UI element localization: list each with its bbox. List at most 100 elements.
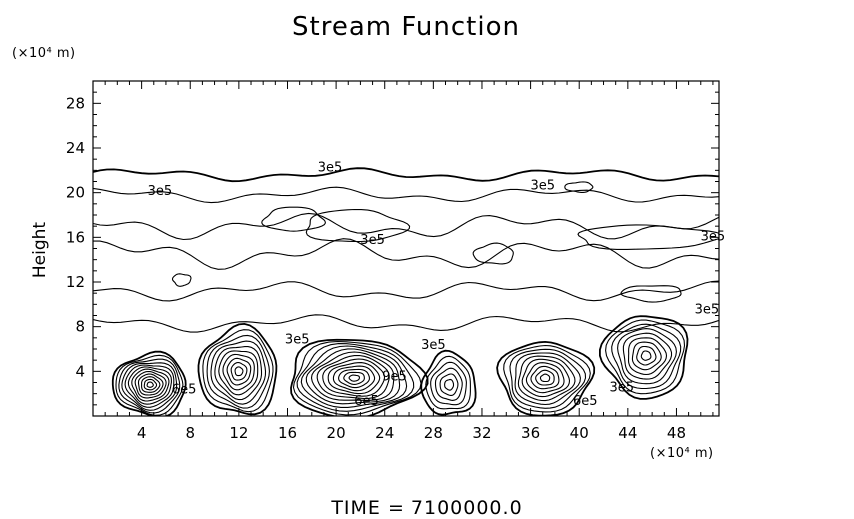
- y-axis-units: (×10⁴ m): [12, 46, 76, 61]
- contour-ring: [206, 334, 270, 409]
- x-tick-label: 24: [375, 424, 394, 442]
- x-axis-units: (×10⁴ m): [650, 446, 714, 461]
- contour-ring: [430, 361, 467, 406]
- contour-ring: [444, 378, 455, 391]
- contour-ring: [214, 346, 263, 401]
- contour-ring: [599, 315, 689, 400]
- contour-ring: [202, 329, 274, 413]
- contour-ring: [525, 362, 565, 394]
- contour-line: [93, 280, 719, 302]
- x-tick-label: 36: [521, 424, 540, 442]
- contour-label: 3e5: [360, 233, 385, 248]
- contour-ring: [343, 371, 365, 385]
- y-tick-label: 20: [66, 184, 85, 202]
- contour-ring: [141, 376, 161, 393]
- contour-ring: [509, 348, 587, 409]
- contour-ring: [539, 373, 551, 383]
- contour-label: 6e5: [573, 394, 598, 409]
- contour-ring: [124, 364, 175, 408]
- contour-line: [93, 314, 719, 333]
- contour-ring: [234, 366, 244, 377]
- contour-ring: [577, 224, 719, 250]
- contour-ring: [322, 358, 386, 397]
- contour-ring: [620, 285, 682, 303]
- contour-label: 6e5: [354, 394, 379, 409]
- y-tick-label: 28: [66, 94, 85, 112]
- contour-line: [93, 186, 719, 204]
- contour-label: 6e5: [172, 383, 197, 398]
- y-tick-label: 4: [75, 362, 85, 380]
- contour-ring: [530, 365, 560, 390]
- contour-ring: [118, 358, 181, 414]
- contour-ring: [327, 362, 381, 395]
- contour-ring: [310, 351, 395, 401]
- contour-ring: [131, 368, 170, 402]
- chart-title: Stream Function: [292, 12, 520, 42]
- contour-ring: [420, 349, 477, 416]
- contour-ring: [496, 340, 596, 416]
- contour-ring: [146, 381, 154, 388]
- contour-ring: [296, 343, 415, 412]
- contour-label: 3e5: [609, 380, 634, 395]
- x-tick-label: 8: [185, 424, 195, 442]
- contour-ring: [564, 181, 594, 193]
- y-tick-label: 8: [75, 318, 85, 336]
- contour-ring: [472, 242, 514, 265]
- contour-ring: [605, 319, 686, 395]
- contour-label: 3e5: [421, 338, 446, 353]
- contour-ring: [300, 345, 408, 408]
- contour-ring: [197, 322, 278, 416]
- contour-ring: [218, 350, 259, 396]
- contour-ring: [631, 341, 662, 371]
- x-tick-label: 32: [472, 424, 491, 442]
- x-tick-label: 12: [229, 424, 248, 442]
- contour-ring: [434, 367, 463, 401]
- contour-ring: [143, 378, 158, 391]
- y-tick-label: 12: [66, 273, 85, 291]
- x-tick-label: 28: [424, 424, 443, 442]
- contour-ring: [210, 340, 267, 405]
- contour-ring: [348, 374, 360, 382]
- contour-ring: [627, 337, 668, 376]
- contour-ring: [338, 368, 370, 389]
- contour-ring: [121, 362, 178, 411]
- contour-ring: [292, 340, 422, 416]
- contour-ring: [521, 358, 571, 398]
- contour-line: [93, 167, 719, 183]
- contour-label: 3e5: [285, 332, 310, 347]
- contour-ring: [439, 373, 459, 396]
- contour-ring: [622, 332, 673, 380]
- time-label: TIME =: [331, 497, 405, 519]
- contour-ring: [230, 361, 248, 381]
- contour-ring: [171, 273, 192, 287]
- time-footer: TIME = 7100000.0: [0, 497, 854, 519]
- contour-ring: [305, 348, 401, 405]
- contour-ring: [640, 350, 652, 361]
- contour-line: [93, 238, 719, 270]
- contour-label: 3e5: [148, 184, 173, 199]
- contour-label: 3e5: [530, 178, 555, 193]
- contour-ring: [517, 355, 576, 402]
- contour-ring: [636, 345, 657, 366]
- y-tick-label: 24: [66, 139, 85, 157]
- contour-line: [93, 212, 719, 241]
- x-tick-label: 4: [137, 424, 147, 442]
- contour-ring: [332, 365, 376, 392]
- contour-ring: [115, 354, 184, 416]
- contour-ring: [134, 370, 167, 399]
- contour-ring: [503, 344, 591, 413]
- y-tick-label: 16: [66, 228, 85, 246]
- contour-ring: [305, 208, 411, 243]
- contour-ring: [611, 323, 682, 390]
- x-tick-label: 44: [618, 424, 637, 442]
- time-value: 7100000.0: [410, 497, 523, 519]
- contour-ring: [316, 354, 390, 400]
- contour-label: 3e5: [318, 160, 343, 175]
- x-tick-label: 20: [327, 424, 346, 442]
- contour-ring: [111, 350, 187, 416]
- contour-ring: [222, 353, 255, 391]
- x-tick-label: 40: [570, 424, 589, 442]
- contour-ring: [261, 206, 326, 232]
